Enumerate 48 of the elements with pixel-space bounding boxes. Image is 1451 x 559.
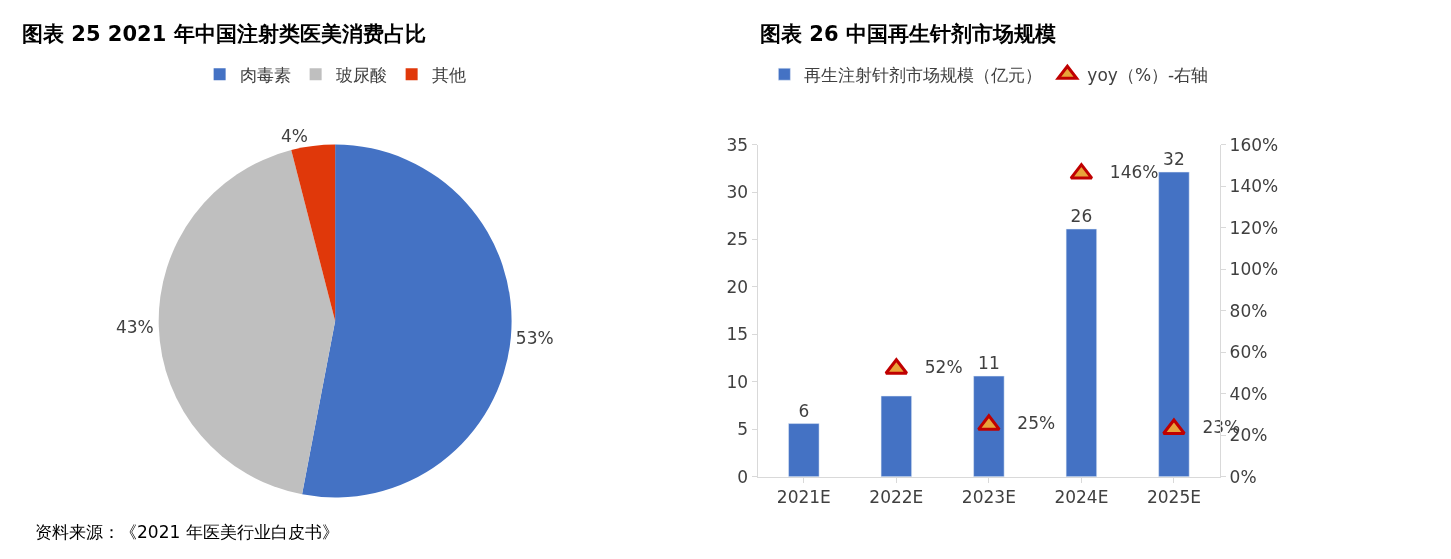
data-label: 53% — [515, 327, 554, 348]
legend-label: 其他 — [431, 64, 466, 85]
data-label: 43% — [115, 316, 154, 337]
x-tick-label: 2022E — [869, 487, 924, 508]
bar — [1158, 171, 1190, 477]
y2-tick-label: 60% — [1229, 342, 1268, 363]
data-label: 25% — [1001, 413, 1056, 434]
y-tick-label: 15 — [726, 324, 749, 345]
legend-label: yoy（%）-右轴 — [1087, 64, 1209, 85]
data-label: 6 — [798, 400, 810, 421]
data-label: 52% — [908, 357, 963, 378]
text: 资料来源：《2021 年医美行业白皮书》 — [35, 522, 339, 542]
bar — [788, 423, 820, 477]
bar — [1065, 228, 1097, 477]
bar — [973, 375, 1005, 477]
y2-tick-label: 160% — [1229, 134, 1279, 155]
x-tick-label: 2024E — [1054, 487, 1109, 508]
x-tick-label: 2025E — [1146, 487, 1201, 508]
pie-slice — [302, 144, 512, 498]
point — [1162, 418, 1186, 435]
y-tick-label: 25 — [726, 229, 749, 250]
y-tick-label: 5 — [737, 419, 749, 440]
y-tick-label: 20 — [726, 276, 749, 297]
y-tick-label: 30 — [726, 181, 749, 202]
pie-slice — [291, 144, 336, 322]
x-tick-label: 2023E — [961, 487, 1016, 508]
y-tick-label: 0 — [737, 466, 749, 487]
legend-label: 再生注射针剂市场规模（亿元） — [804, 64, 1043, 85]
data-label: 4% — [281, 126, 309, 147]
data-label: 32 — [1163, 149, 1185, 170]
y2-tick-label: 0% — [1229, 466, 1257, 487]
legend-label: 肉毒素 — [239, 64, 291, 85]
data-label: 11 — [978, 353, 1000, 374]
pie-slice — [158, 150, 336, 495]
y-tick-label: 35 — [726, 134, 749, 155]
y2-tick-label: 80% — [1229, 300, 1268, 321]
data-label: 146% — [1093, 161, 1159, 182]
chart-title: 图表 25 2021 年中国注射类医美消费占比 — [22, 22, 426, 46]
y2-tick-label: 100% — [1229, 259, 1279, 280]
bar — [880, 395, 912, 477]
y2-tick-label: 40% — [1229, 383, 1268, 404]
data-label: 26 — [1070, 206, 1093, 227]
y2-tick-label: 120% — [1229, 217, 1279, 238]
chart-title: 图表 26 中国再生针剂市场规模 — [760, 22, 1056, 46]
y2-tick-label: 140% — [1229, 176, 1279, 197]
x-tick-label: 2021E — [776, 487, 831, 508]
y-tick-label: 10 — [726, 371, 749, 392]
legend-label: 玻尿酸 — [335, 64, 387, 85]
